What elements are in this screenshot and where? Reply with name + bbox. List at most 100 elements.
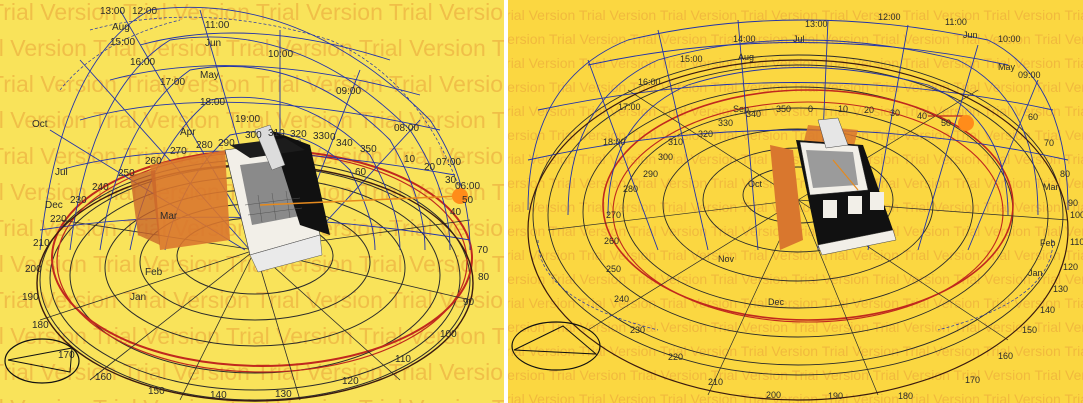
- svg-text:11:00: 11:00: [945, 17, 967, 27]
- svg-text:240: 240: [92, 182, 109, 193]
- hour-label: 19:00: [235, 114, 260, 125]
- month-label: Aug: [112, 22, 130, 33]
- svg-text:15:00: 15:00: [680, 54, 703, 64]
- svg-text:70: 70: [1044, 138, 1054, 148]
- svg-text:300: 300: [658, 152, 673, 162]
- watermark-text: Trial Version Trial Version Trial Versio…: [508, 55, 1083, 71]
- svg-text:Jan: Jan: [1028, 268, 1043, 278]
- svg-text:300: 300: [245, 130, 262, 141]
- sun-ray: [259, 195, 461, 206]
- svg-text:290: 290: [218, 138, 235, 149]
- building-shadow: [770, 145, 803, 250]
- hour-label: 09:00: [336, 86, 361, 97]
- azimuth-labels: 0 10 20 30 40 50 60 70 80 90 100 110 120…: [604, 104, 1083, 401]
- svg-text:200: 200: [766, 390, 781, 400]
- svg-text:18:00: 18:00: [603, 137, 626, 147]
- hour-labels: 13:00 12:00 11:00 10:00 09:00 14:00 15:0…: [603, 12, 1041, 147]
- svg-text:280: 280: [623, 184, 638, 194]
- ground-radials: [39, 219, 471, 401]
- building-model[interactable]: [796, 117, 897, 256]
- watermark-text: Trial Version Trial Version Trial Versio…: [508, 295, 1083, 311]
- hour-label: 18:00: [200, 97, 225, 108]
- svg-text:140: 140: [1040, 305, 1055, 315]
- svg-text:310: 310: [668, 137, 683, 147]
- hour-label: 10:00: [268, 49, 293, 60]
- month-labels: Jul Aug Sep Jun May Mar Feb Jan Dec Nov …: [718, 30, 1059, 307]
- perspective-canvas: Trial Version Trial Version Trial Versio…: [0, 0, 504, 403]
- svg-text:20: 20: [424, 162, 436, 173]
- building-shadow-side: [130, 170, 160, 245]
- sun-dome-dashed: [537, 239, 1054, 331]
- perspective-view[interactable]: Trial Version Trial Version Trial Versio…: [0, 0, 504, 403]
- watermark-text: Trial Version Trial Version Trial Versio…: [0, 395, 504, 403]
- hour-label: 16:00: [130, 57, 155, 68]
- svg-text:50: 50: [462, 195, 474, 206]
- svg-text:170: 170: [965, 375, 980, 385]
- svg-text:Nov: Nov: [718, 254, 735, 264]
- svg-text:210: 210: [33, 238, 50, 249]
- watermark-text: Trial Version Trial Version Trial Versio…: [508, 319, 1083, 335]
- hour-label: 11:00: [205, 20, 230, 31]
- sun-path-ring: [602, 89, 1014, 321]
- svg-text:40: 40: [917, 111, 927, 121]
- svg-text:110: 110: [1070, 237, 1083, 247]
- svg-text:260: 260: [145, 156, 162, 167]
- svg-text:30: 30: [445, 175, 457, 186]
- svg-text:100: 100: [1070, 210, 1083, 220]
- svg-text:130: 130: [275, 389, 292, 400]
- hour-label: 13:00: [100, 6, 125, 17]
- svg-text:Dec: Dec: [768, 297, 785, 307]
- watermark-text: Trial Version Trial Version Trial Versio…: [0, 0, 504, 25]
- svg-text:320: 320: [290, 129, 307, 140]
- watermark-text: Trial Version Trial Version Trial Versio…: [508, 391, 1083, 403]
- svg-text:09:00: 09:00: [1018, 70, 1041, 80]
- svg-text:May: May: [998, 62, 1016, 72]
- svg-text:16:00: 16:00: [638, 77, 661, 87]
- svg-text:250: 250: [606, 264, 621, 274]
- svg-text:40: 40: [450, 207, 462, 218]
- horizon-ring: [527, 59, 1069, 401]
- svg-text:340: 340: [746, 109, 761, 119]
- hour-label: 07:00: [436, 157, 461, 168]
- svg-text:110: 110: [395, 354, 411, 365]
- top-view[interactable]: Trial Version Trial Version Trial Versio…: [508, 0, 1083, 403]
- svg-text:250: 250: [118, 168, 135, 179]
- watermark-text: Trial Version Trial Version Trial Versio…: [508, 271, 1083, 287]
- svg-text:270: 270: [170, 146, 187, 157]
- month-label: Jul: [55, 167, 68, 178]
- svg-text:180: 180: [898, 391, 913, 401]
- svg-text:290: 290: [643, 169, 658, 179]
- svg-text:310: 310: [268, 128, 285, 139]
- svg-text:160: 160: [95, 372, 112, 383]
- svg-text:320: 320: [698, 129, 713, 139]
- watermark-text: Trial Version Trial Version Trial Versio…: [508, 7, 1083, 23]
- svg-text:10: 10: [404, 154, 416, 165]
- svg-text:100: 100: [440, 329, 457, 340]
- watermark-text: Trial Version Trial Version Trial Versio…: [508, 151, 1083, 167]
- hour-label: 17:00: [160, 77, 185, 88]
- sun-dome-dashed: [59, 16, 461, 191]
- top-canvas: Trial Version Trial Version Trial Versio…: [508, 7, 1083, 403]
- svg-text:13:00: 13:00: [805, 19, 828, 29]
- svg-text:90: 90: [1068, 198, 1078, 208]
- svg-text:Jun: Jun: [963, 30, 978, 40]
- svg-text:Mar: Mar: [1043, 182, 1059, 192]
- compass-icon[interactable]: [511, 321, 601, 371]
- sun-icon[interactable]: [958, 115, 974, 131]
- svg-text:150: 150: [1022, 325, 1037, 335]
- svg-text:14:00: 14:00: [733, 34, 756, 44]
- svg-text:240: 240: [614, 294, 629, 304]
- month-label: Jun: [205, 38, 221, 49]
- svg-text:20: 20: [864, 105, 874, 115]
- azimuth-labels: 0 10 20 30 40 50 60 70 80 90 100 110 120…: [22, 128, 490, 401]
- building-model[interactable]: [224, 124, 330, 273]
- svg-text:0: 0: [330, 132, 336, 143]
- svg-text:190: 190: [828, 391, 843, 401]
- sun-icon[interactable]: [452, 188, 468, 204]
- svg-text:230: 230: [630, 325, 645, 335]
- compass-icon[interactable]: [4, 338, 80, 384]
- svg-text:160: 160: [998, 351, 1013, 361]
- svg-text:Oct: Oct: [748, 179, 763, 189]
- svg-text:50: 50: [941, 118, 951, 128]
- svg-text:280: 280: [196, 140, 213, 151]
